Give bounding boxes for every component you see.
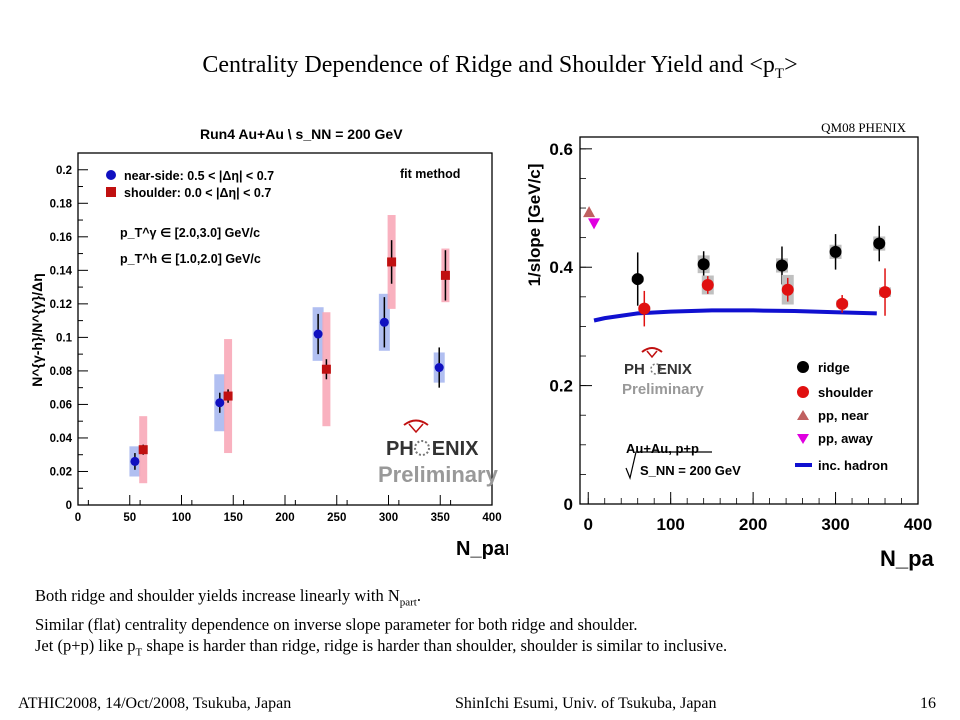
shoulder-point [701,278,714,291]
slope-x-axis-label: N_part [880,546,935,571]
footer-center: ShinIchi Esumi, Univ. of Tsukuba, Japan [455,695,717,712]
near-side-point [215,398,225,408]
x-tick-label: 100 [656,515,684,534]
legend-shoulder2-label: shoulder [818,385,873,400]
legend-pp-near-label: pp, near [818,408,869,423]
energy-label: S_NN = 200 GeV [640,463,741,478]
x-tick-label: 200 [275,512,294,524]
y-tick-label: 0.08 [50,366,73,378]
shoulder-point [138,445,148,455]
y-tick-label: 0.16 [50,232,72,244]
legend-near-side-marker [106,170,116,180]
conference-tag: QM08 PHENIX [821,120,906,135]
ridge-point [829,245,842,258]
y-tick-label: 0.14 [50,265,73,277]
collision-label: Au+Au, p+p [626,441,699,456]
y-tick-label: 0.4 [549,258,573,277]
photon-pt-cut: p_T^γ ∈ [2.0,3.0] GeV/c [120,226,260,240]
yield-legend: near-side: 0.5 < |Δη| < 0.7 shoulder: 0.… [106,169,274,266]
summary-notes: Both ridge and shoulder yields increase … [35,585,727,664]
pp-away-point [588,218,601,230]
y-tick-label: 0.04 [50,433,73,445]
shoulder-point [440,270,450,280]
ridge-point [775,259,788,272]
pp-near-point [583,206,596,218]
shoulder-point [223,391,233,401]
note-line-2: Similar (flat) centrality dependence on … [35,614,638,634]
slope-plot: N_part 1/slope [GeV/c] 0 100 200 300 400 0 0.2… [525,136,935,571]
svg-text:PHENIX: PH ENIX [386,438,479,460]
y-tick-label: 0.18 [50,198,73,210]
ridge-point [631,273,644,286]
legend-pp-away-label: pp, away [818,431,874,446]
ridge-point [697,258,710,271]
x-tick-label: 200 [739,515,767,534]
hadron-pt-cut: p_T^h ∈ [1.0,2.0] GeV/c [120,252,261,266]
near-side-point [313,329,323,339]
y-tick-label: 0 [564,495,573,514]
phenix-logo-left: PH ENIX Preliminary [378,419,499,487]
legend-ridge-label: ridge [818,360,850,375]
x-tick-label: 100 [172,512,191,524]
near-side-point [434,363,444,373]
note-line-3: Jet (p+p) like pT shape is harder than r… [35,636,728,659]
note-line-1: Both ridge and shoulder yields increase … [35,586,421,609]
page-number: 16 [920,695,936,712]
x-tick-label: 400 [482,512,501,524]
y-tick-label: 0.1 [56,332,73,344]
yield-plot: Run4 Au+Au \ s_NN = 200 GeV fit method n… [29,126,508,560]
y-tick-label: 0.2 [549,377,573,396]
slope-y-axis-label: 1/slope [GeV/c] [525,164,544,287]
slope-plot-frame [579,136,919,505]
phenix-logo-right: PH ENIX Preliminary [622,347,704,398]
x-tick-label: 250 [327,512,346,524]
near-side-point [379,317,389,327]
y-tick-label: 0.6 [549,140,573,159]
shoulder-point [836,297,849,310]
inc-hadron-line [593,308,877,323]
y-tick-label: 0.02 [50,466,72,478]
x-tick-label: 0 [584,515,593,534]
fit-method-label: fit method [400,167,460,181]
footer-left: ATHIC2008, 14/Oct/2008, Tsukuba, Japan [18,695,292,712]
x-tick-label: 400 [904,515,932,534]
legend-near-side-label: near-side: 0.5 < |Δη| < 0.7 [124,169,274,183]
shoulder-point [879,286,892,299]
x-tick-label: 0 [75,512,81,524]
y-tick-label: 0 [66,500,72,512]
x-tick-label: 300 [821,515,849,534]
near-side-point [130,456,140,466]
x-tick-label: 300 [379,512,398,524]
slope-legend: ridge shoulder pp, near pp, away inc. ha… [795,360,888,473]
shoulder-point [638,302,651,315]
shoulder-point [387,257,397,267]
svg-text:Preliminary: Preliminary [622,381,704,398]
yield-y-axis-label: N^{γ-h}/N^{γ}/Δη [29,273,45,387]
shoulder-point [321,364,331,374]
slide-title: Centrality Dependence of Ridge and Shoul… [202,52,798,82]
shoulder-point [781,283,794,296]
y-tick-label: 0.12 [50,299,72,311]
x-tick-label: 150 [224,512,243,524]
legend-shoulder-marker [106,187,116,197]
yield-plot-title: Run4 Au+Au \ s_NN = 200 GeV [200,126,403,142]
svg-text:PHENIX: PH ENIX [624,361,692,378]
svg-text:Preliminary: Preliminary [378,462,499,487]
ridge-point [873,237,886,250]
x-tick-label: 350 [431,512,450,524]
legend-inc-hadron-label: inc. hadron [818,458,888,473]
legend-shoulder-label: shoulder: 0.0 < |Δη| < 0.7 [124,186,271,200]
x-tick-label: 50 [123,512,136,524]
y-tick-label: 0.2 [56,165,72,177]
yield-x-axis-label: N_part [456,538,508,560]
y-tick-label: 0.06 [50,399,72,411]
